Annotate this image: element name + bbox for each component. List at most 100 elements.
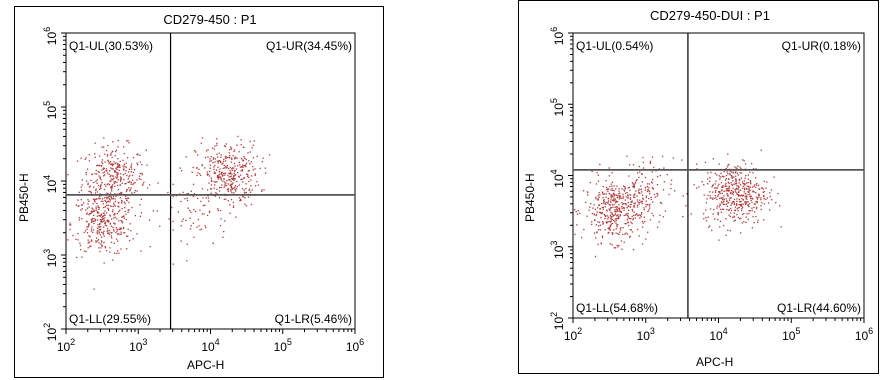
- data-point: [93, 215, 94, 216]
- data-point: [597, 207, 598, 208]
- data-point: [610, 216, 611, 217]
- data-point: [718, 184, 719, 185]
- data-point: [639, 235, 640, 236]
- data-point: [246, 174, 247, 175]
- data-point: [128, 202, 129, 203]
- data-point: [736, 198, 737, 199]
- data-point: [637, 205, 638, 206]
- data-point: [173, 184, 174, 185]
- data-point: [99, 196, 100, 197]
- data-point: [79, 243, 80, 244]
- data-point: [79, 192, 80, 193]
- data-point: [214, 149, 215, 150]
- data-point: [126, 163, 127, 164]
- data-point: [719, 178, 720, 179]
- data-point: [734, 199, 735, 200]
- data-point: [589, 210, 590, 211]
- data-point: [213, 242, 214, 243]
- data-point: [718, 194, 719, 195]
- data-point: [594, 233, 595, 234]
- data-point: [229, 149, 230, 150]
- data-point: [85, 159, 86, 160]
- data-point: [116, 150, 117, 151]
- data-point: [620, 229, 621, 230]
- data-point: [749, 172, 750, 173]
- data-point: [735, 183, 736, 184]
- data-point: [710, 197, 711, 198]
- data-point: [122, 208, 123, 209]
- data-point: [225, 156, 226, 157]
- data-point: [740, 232, 741, 233]
- data-point: [652, 171, 653, 172]
- data-point: [104, 197, 105, 198]
- data-point: [103, 231, 104, 232]
- data-point: [671, 180, 672, 181]
- data-point: [615, 202, 616, 203]
- data-point: [631, 229, 632, 230]
- data-point: [626, 213, 627, 214]
- data-point: [725, 180, 726, 181]
- data-point: [109, 201, 110, 202]
- data-point: [93, 289, 94, 290]
- data-point: [749, 196, 750, 197]
- data-point: [615, 199, 616, 200]
- data-point: [674, 190, 675, 191]
- data-point: [117, 146, 118, 147]
- data-point: [745, 193, 746, 194]
- data-point: [733, 172, 734, 173]
- data-point: [606, 202, 607, 203]
- data-point: [96, 208, 97, 209]
- data-point: [619, 188, 620, 189]
- data-point: [736, 188, 737, 189]
- data-point: [636, 180, 637, 181]
- data-point: [617, 214, 618, 215]
- data-point: [224, 167, 225, 168]
- data-point: [90, 180, 91, 181]
- data-point: [609, 210, 610, 211]
- data-point: [648, 187, 649, 188]
- data-point: [193, 237, 194, 238]
- data-point: [616, 224, 617, 225]
- data-point: [140, 216, 141, 217]
- data-point: [595, 198, 596, 199]
- data-point: [750, 198, 751, 199]
- data-point: [104, 189, 105, 190]
- data-point: [618, 204, 619, 205]
- data-point: [729, 200, 730, 201]
- data-point: [244, 190, 245, 191]
- data-point: [727, 195, 728, 196]
- data-point: [128, 171, 129, 172]
- data-point: [124, 153, 125, 154]
- data-point: [103, 213, 104, 214]
- data-point: [209, 158, 210, 159]
- data-point: [97, 211, 98, 212]
- data-point: [590, 203, 591, 204]
- data-point: [723, 201, 724, 202]
- data-point: [647, 204, 648, 205]
- data-point: [642, 221, 643, 222]
- data-point: [265, 168, 266, 169]
- data-point: [576, 211, 577, 212]
- data-point: [118, 233, 119, 234]
- data-point: [226, 185, 227, 186]
- data-point: [232, 182, 233, 183]
- data-point: [618, 245, 619, 246]
- data-point: [208, 198, 209, 199]
- data-point: [128, 229, 129, 230]
- data-point: [102, 198, 103, 199]
- data-point: [141, 173, 142, 174]
- data-point: [603, 186, 604, 187]
- data-point: [236, 181, 237, 182]
- data-point: [100, 219, 101, 220]
- data-point: [657, 176, 658, 177]
- data-point: [91, 220, 92, 221]
- data-point: [110, 223, 111, 224]
- data-point: [617, 246, 618, 247]
- data-point: [107, 230, 108, 231]
- data-point: [190, 228, 191, 229]
- data-point: [196, 167, 197, 168]
- data-point: [242, 167, 243, 168]
- data-point: [727, 173, 728, 174]
- data-point: [733, 220, 734, 221]
- data-point: [735, 210, 736, 211]
